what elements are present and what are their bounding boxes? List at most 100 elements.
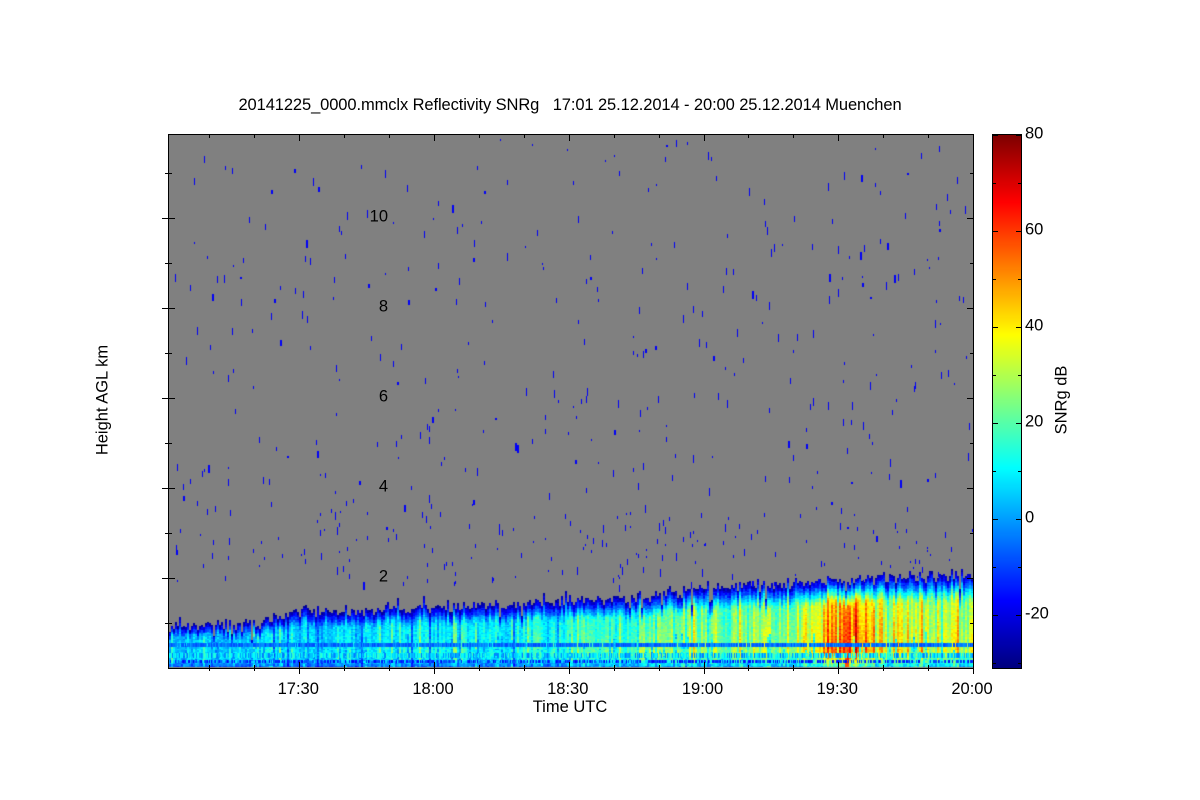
y-axis-tick-label: 2 xyxy=(378,567,388,586)
colorbar-minor-tick xyxy=(1018,663,1021,665)
x-axis-minor-tick xyxy=(613,665,615,668)
x-axis-minor-tick xyxy=(389,665,391,668)
colorbar-axes[interactable] xyxy=(992,134,1022,669)
y-axis-tick xyxy=(162,577,168,579)
colorbar-minor-tick xyxy=(993,183,996,185)
y-axis-tick xyxy=(162,397,168,399)
colorbar-minor-tick xyxy=(993,663,996,665)
x-axis-minor-tick xyxy=(658,665,660,668)
colorbar-tick xyxy=(993,231,998,233)
y-axis-tick xyxy=(162,487,168,489)
x-axis-tick xyxy=(703,668,705,674)
x-axis-tick xyxy=(703,662,705,668)
y-axis-tick-label: 4 xyxy=(378,477,388,496)
colorbar-gradient xyxy=(993,135,1021,668)
x-axis-tick xyxy=(568,662,570,668)
x-axis-minor-tick xyxy=(928,668,930,671)
x-axis-minor-tick xyxy=(883,665,885,668)
x-axis-tick-label: 19:00 xyxy=(681,680,724,698)
x-axis-minor-tick xyxy=(478,668,480,671)
y-axis-tick xyxy=(967,577,973,579)
colorbar-tick xyxy=(1016,615,1021,617)
x-axis-tick xyxy=(973,135,974,141)
x-axis-minor-tick xyxy=(254,135,256,138)
x-axis-tick xyxy=(299,668,301,674)
y-axis-minor-tick xyxy=(970,172,973,174)
colorbar-minor-tick xyxy=(1018,471,1021,473)
x-axis-minor-tick xyxy=(793,665,795,668)
x-axis-minor-tick xyxy=(613,135,615,138)
colorbar-tick-label: 40 xyxy=(1025,316,1044,335)
colorbar-tick xyxy=(993,423,998,425)
x-axis-minor-tick xyxy=(389,668,391,671)
x-axis-tick xyxy=(838,135,840,141)
y-axis-minor-tick xyxy=(165,622,168,624)
y-axis-tick-label: 8 xyxy=(378,297,388,316)
x-axis-minor-tick xyxy=(344,668,346,671)
reflectivity-heatmap-canvas xyxy=(169,135,973,668)
y-axis-minor-tick xyxy=(165,442,168,444)
x-axis-minor-tick xyxy=(613,668,615,671)
x-axis-minor-tick xyxy=(748,668,750,671)
y-axis-tick xyxy=(162,217,168,219)
x-axis-minor-tick xyxy=(523,135,525,138)
x-axis-tick xyxy=(299,662,301,668)
x-axis-minor-tick xyxy=(748,135,750,138)
x-axis-minor-tick xyxy=(478,135,480,138)
x-axis-minor-tick xyxy=(793,668,795,671)
x-axis-tick-label: 18:30 xyxy=(547,680,589,698)
x-axis-tick-label: 19:30 xyxy=(816,680,858,698)
x-axis-minor-tick xyxy=(748,665,750,668)
y-axis-minor-tick xyxy=(970,442,973,444)
x-axis-minor-tick xyxy=(254,665,256,668)
y-axis-minor-tick xyxy=(169,442,172,444)
x-axis-label: Time UTC xyxy=(532,698,608,716)
y-axis-tick xyxy=(967,307,973,309)
colorbar-tick xyxy=(1016,519,1021,521)
y-axis-tick-label: 6 xyxy=(378,387,388,406)
x-axis-minor-tick xyxy=(883,135,885,138)
y-axis-tick xyxy=(169,487,175,489)
y-axis-minor-tick xyxy=(169,172,172,174)
colorbar-tick-label: 80 xyxy=(1025,124,1044,143)
x-axis-minor-tick xyxy=(658,668,660,671)
x-axis-tick xyxy=(838,668,840,674)
x-axis-tick xyxy=(299,135,301,141)
y-axis-minor-tick xyxy=(169,622,172,624)
x-axis-minor-tick xyxy=(793,135,795,138)
time-height-plot-axes[interactable] xyxy=(162,134,974,674)
x-axis-minor-tick xyxy=(523,665,525,668)
x-axis-tick xyxy=(838,662,840,668)
y-axis-minor-tick xyxy=(169,262,172,264)
x-axis-tick xyxy=(434,668,435,674)
colorbar-tick xyxy=(993,135,998,136)
y-axis-tick xyxy=(967,487,973,489)
colorbar-minor-tick xyxy=(993,279,996,281)
colorbar-tick-label: -20 xyxy=(1025,604,1049,623)
x-axis-minor-tick xyxy=(254,668,256,671)
y-axis-tick-label: 10 xyxy=(369,207,388,226)
x-axis-tick xyxy=(703,135,705,141)
x-axis-minor-tick xyxy=(209,135,211,138)
y-axis-tick xyxy=(169,397,175,399)
x-axis-minor-tick xyxy=(209,665,211,668)
x-axis-minor-tick xyxy=(478,665,480,668)
y-axis-minor-tick xyxy=(165,532,168,534)
colorbar-tick xyxy=(993,327,998,329)
colorbar-tick-label: 60 xyxy=(1025,220,1044,239)
x-axis-tick xyxy=(973,668,974,674)
x-axis-tick xyxy=(568,135,570,141)
x-axis-minor-tick xyxy=(344,135,346,138)
page-title: 20141225_0000.mmclx Reflectivity SNRg 17… xyxy=(238,96,902,114)
colorbar-minor-tick xyxy=(993,471,996,473)
x-axis-minor-tick xyxy=(928,665,930,668)
x-axis-minor-tick xyxy=(209,668,211,671)
y-axis-tick xyxy=(169,307,175,309)
y-axis-tick xyxy=(169,217,175,219)
colorbar-minor-tick xyxy=(1018,375,1021,377)
colorbar-tick xyxy=(993,519,998,521)
x-axis-tick xyxy=(434,662,435,668)
x-axis-tick-label: 20:00 xyxy=(951,680,993,698)
y-axis-minor-tick xyxy=(970,262,973,264)
